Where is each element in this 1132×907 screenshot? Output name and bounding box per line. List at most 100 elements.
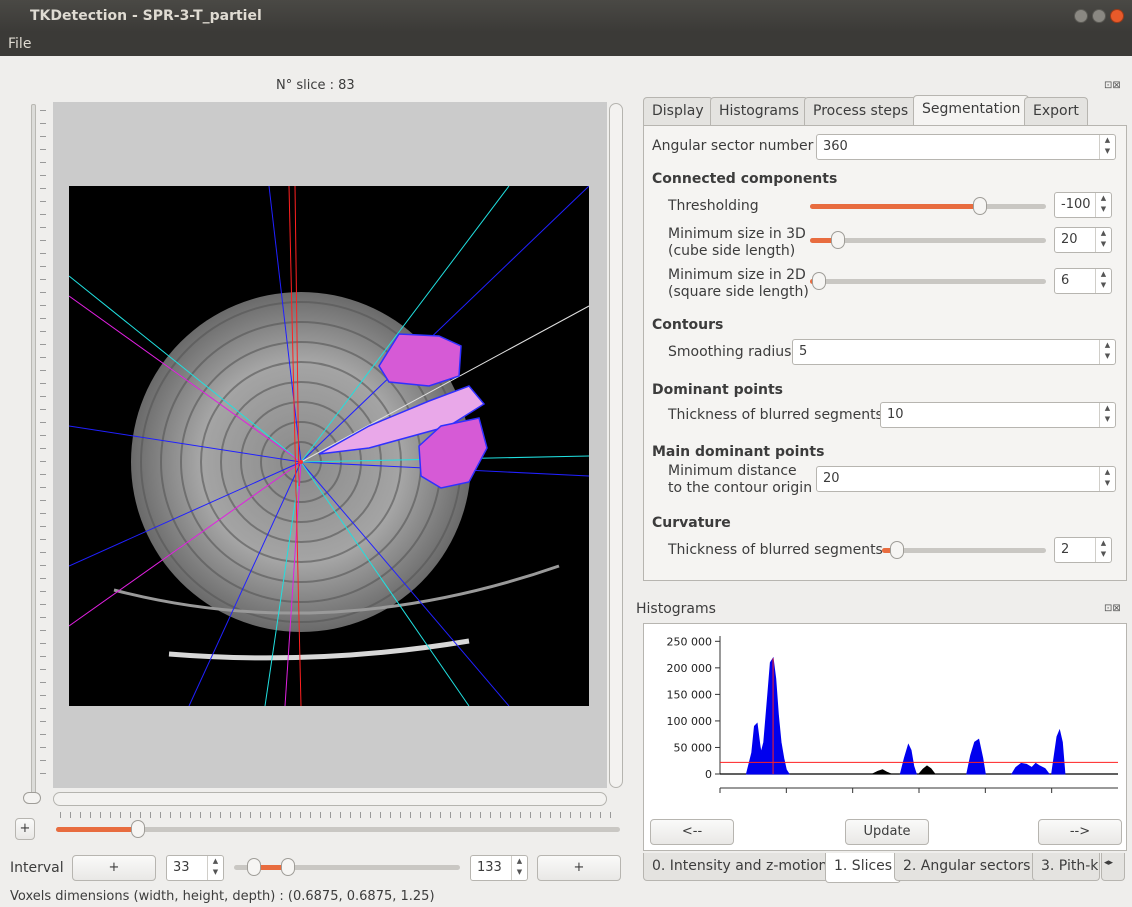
slice-viewport[interactable] [53,102,607,788]
tab-export[interactable]: Export [1024,97,1088,125]
spin-arrows-icon[interactable]: ▲ ▼ [1095,228,1111,252]
menu-file[interactable]: File [8,36,32,52]
interval-min-value: 33 [173,860,190,875]
histogram-area [745,656,790,775]
tab-process-steps[interactable]: Process steps [804,97,918,125]
slice-vertical-slider[interactable] [31,104,36,794]
histograms-dock-title: Histograms [636,601,716,617]
spin-arrows-icon[interactable]: ▲ ▼ [1095,269,1111,293]
tab-display[interactable]: Display [643,97,713,125]
tab-histograms[interactable]: Histograms [710,97,808,125]
spin-arrows-icon[interactable]: ▲ ▼ [1099,135,1115,159]
interval-max-spinbox[interactable]: 133 ▲ ▼ [470,855,528,881]
menubar: File [0,32,1132,56]
curvature-thickness-value: 2 [1061,542,1070,557]
slice-number-label: N° slice : 83 [276,78,355,93]
tab-slices[interactable]: 1. Slices [825,853,902,883]
segmentation-panel: Angular sector number 360 ▲ ▼ Connected c… [643,125,1127,581]
interval-max-value: 133 [477,860,502,875]
update-button[interactable]: Update [845,819,929,845]
tab-angular-sectors[interactable]: 2. Angular sectors [894,853,1040,881]
y-tick-label: 50 000 [674,741,713,754]
thresholding-slider-handle[interactable] [972,197,987,215]
smoothing-radius-value: 5 [799,344,808,359]
connected-components-title: Connected components [652,171,838,187]
tab-scroll-arrows-icon[interactable]: ◂▸ [1101,853,1125,881]
tab-segmentation[interactable]: Segmentation [913,95,1030,125]
min-distance-label: Minimum distance to the contour origin [668,463,812,497]
close-button[interactable] [1110,9,1124,23]
window-title: TKDetection - SPR-3-T_partiel [0,0,1132,32]
angular-sector-value: 360 [823,139,848,154]
spin-arrows-icon[interactable]: ▲ ▼ [1095,538,1111,562]
smoothing-radius-spinbox[interactable]: 5 ▲ ▼ [792,339,1116,365]
min-size-2d-value: 6 [1061,273,1070,288]
min-size-3d-label-line2: (cube side length) [668,243,796,259]
min-size-3d-value: 20 [1061,232,1078,247]
min-distance-spinbox[interactable]: 20 ▲ ▼ [816,466,1116,492]
min-size-2d-slider[interactable] [810,279,1046,284]
slice-horizontal-slider[interactable] [56,827,620,832]
thresholding-slider-fill [810,204,980,209]
histogram-area [1051,728,1066,775]
angular-sector-spinbox[interactable]: 360 ▲ ▼ [816,134,1116,160]
minimize-button[interactable] [1074,9,1088,23]
ct-slice-image [69,186,589,706]
min-size-3d-spinbox[interactable]: 20 ▲ ▼ [1054,227,1112,253]
min-size-2d-label-line1: Minimum size in 2D [668,267,806,283]
min-distance-label-line2: to the contour origin [668,480,813,496]
curvature-thickness-slider[interactable] [882,548,1046,553]
status-bar: Voxels dimensions (width, height, depth)… [10,889,435,904]
interval-min-handle[interactable] [247,858,261,876]
min-size-3d-slider-handle[interactable] [831,231,846,249]
min-size-3d-label-line1: Minimum size in 3D [668,226,806,242]
histogram-area [872,769,892,775]
spin-arrows-icon[interactable]: ▲ ▼ [1099,467,1115,491]
slice-horizontal-fill [56,827,138,832]
histo-dock-float-close-icon[interactable]: ⊡⊠ [1104,603,1121,614]
tab-intensity-z-motion[interactable]: 0. Intensity and z-motion [643,853,837,881]
slice-horizontal-handle[interactable] [131,820,145,838]
y-tick-label: 250 000 [667,635,713,648]
thresholding-spinbox[interactable]: -100 ▲ ▼ [1054,192,1112,218]
angular-sector-label: Angular sector number [652,138,814,154]
spin-arrows-icon[interactable]: ▲ ▼ [1099,340,1115,364]
curvature-thickness-handle[interactable] [890,541,904,559]
next-button[interactable]: --> [1038,819,1122,845]
maximize-button[interactable] [1092,9,1106,23]
y-tick-label: 0 [705,768,712,781]
ct-slice-graphic [69,186,589,706]
y-tick-label: 150 000 [667,688,713,701]
min-distance-value: 20 [823,471,840,486]
spin-arrows-icon[interactable]: ▲ ▼ [511,856,527,880]
spin-arrows-icon[interactable]: ▲ ▼ [207,856,223,880]
smoothing-radius-label: Smoothing radius [668,344,792,360]
thresholding-value: -100 [1061,197,1091,212]
viewport-vertical-scrollbar[interactable] [609,103,623,788]
interval-min-spinbox[interactable]: 33 ▲ ▼ [166,855,224,881]
interval-range-slider[interactable] [234,865,460,870]
y-tick-label: 100 000 [667,715,713,728]
min-size-3d-slider[interactable] [810,238,1046,243]
histogram-area [1011,762,1051,775]
interval-max-handle[interactable] [281,858,295,876]
slice-slider-handle[interactable] [23,792,41,804]
curvature-title: Curvature [652,515,731,531]
min-distance-label-line1: Minimum distance [668,463,797,479]
min-size-2d-slider-handle[interactable] [812,272,827,290]
min-size-2d-spinbox[interactable]: 6 ▲ ▼ [1054,268,1112,294]
spin-arrows-icon[interactable]: ▲ ▼ [1099,403,1115,427]
dock-float-close-icon[interactable]: ⊡⊠ [1104,80,1121,91]
expand-plus-button[interactable]: + [15,818,35,840]
spin-arrows-icon[interactable]: ▲ ▼ [1095,193,1111,217]
y-tick-label: 200 000 [667,662,713,675]
interval-min-plus-button[interactable]: + [72,855,156,881]
prev-button[interactable]: <-- [650,819,734,845]
curvature-thickness-fill [882,548,896,553]
curvature-thickness-spinbox[interactable]: 2 ▲ ▼ [1054,537,1112,563]
interval-max-plus-button[interactable]: + [537,855,621,881]
dominant-thickness-spinbox[interactable]: 10 ▲ ▼ [880,402,1116,428]
viewport-horizontal-scrollbar[interactable] [53,792,607,806]
tab-pith-knot[interactable]: 3. Pith-kr [1032,853,1100,881]
